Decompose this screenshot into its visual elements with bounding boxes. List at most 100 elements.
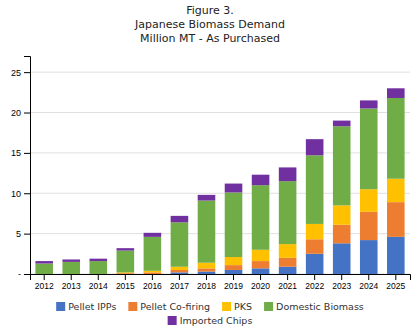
x-tick: 2015 xyxy=(116,274,135,291)
x-tick-mark xyxy=(287,274,288,280)
y-tick: - xyxy=(18,269,30,279)
bar xyxy=(333,126,351,205)
bar xyxy=(387,98,405,179)
y-tick-mark xyxy=(24,193,30,194)
y-tick-mark xyxy=(24,113,30,114)
y-tick: 15 xyxy=(11,148,30,158)
x-tick: 2013 xyxy=(62,274,81,291)
x-tick: 2020 xyxy=(251,274,270,291)
title-line: Japanese Biomass Demand xyxy=(134,18,285,31)
x-tick: 2012 xyxy=(35,274,54,291)
plot-area: -510152025201220132014201520162017201820… xyxy=(11,57,411,292)
bar xyxy=(252,185,270,250)
bar xyxy=(252,268,270,274)
bar xyxy=(225,270,243,274)
legend-swatch xyxy=(56,302,65,311)
x-tick-mark xyxy=(44,274,45,280)
bar xyxy=(171,270,189,272)
bar xyxy=(252,250,270,261)
legend-swatch xyxy=(128,302,137,311)
bar xyxy=(198,268,216,271)
x-axis-line xyxy=(31,275,411,281)
bar xyxy=(62,262,80,274)
bar xyxy=(198,263,216,269)
y-tick-label: 15 xyxy=(11,148,21,158)
bar xyxy=(279,181,297,244)
x-tick-mark xyxy=(98,274,99,280)
bar xyxy=(387,179,405,202)
bar xyxy=(333,205,351,224)
bar xyxy=(252,175,270,185)
series xyxy=(35,88,404,263)
x-tick-label: 2014 xyxy=(89,281,108,291)
x-tick-label: 2019 xyxy=(224,281,243,291)
x-tick-label: 2020 xyxy=(251,281,270,291)
bar xyxy=(252,261,270,268)
x-tick: 2024 xyxy=(359,274,378,291)
bar xyxy=(387,202,405,237)
grid-line xyxy=(30,233,410,234)
x-tick-mark xyxy=(341,274,342,280)
x-tick-label: 2017 xyxy=(170,281,189,291)
bar xyxy=(360,240,378,274)
y-tick-label: 5 xyxy=(16,229,21,239)
y-tick-mark xyxy=(24,234,30,235)
bar xyxy=(198,272,216,274)
x-tick-label: 2022 xyxy=(305,281,324,291)
bar xyxy=(387,88,405,98)
bar xyxy=(360,100,378,108)
legend-label: PKS xyxy=(234,301,252,312)
y-tick: 5 xyxy=(16,229,30,239)
x-tick-label: 2012 xyxy=(35,281,54,291)
x-tick-label: 2023 xyxy=(332,281,351,291)
legend-item: Pellet Co-firing xyxy=(128,301,210,312)
series xyxy=(117,179,405,273)
bar xyxy=(117,273,135,274)
bar xyxy=(144,237,162,271)
bar xyxy=(35,264,53,274)
bar xyxy=(279,244,297,258)
x-tick: 2017 xyxy=(170,274,189,291)
x-tick-mark xyxy=(314,274,315,280)
x-tick-label: 2018 xyxy=(197,281,216,291)
bar xyxy=(117,251,135,273)
y-tick-mark xyxy=(24,153,30,154)
bar xyxy=(198,201,216,263)
title: Figure 3.Japanese Biomass DemandMillion … xyxy=(134,4,285,45)
x-tick-label: 2024 xyxy=(359,281,378,291)
bar xyxy=(144,272,162,274)
legend-swatch xyxy=(264,302,273,311)
y-tick-label: 25 xyxy=(11,68,21,78)
bar xyxy=(171,267,189,270)
bar xyxy=(117,274,135,275)
x-tick-mark xyxy=(125,274,126,280)
legend-label: Pellet IPPs xyxy=(68,301,116,312)
title-line: Figure 3. xyxy=(186,4,234,17)
y-tick: 25 xyxy=(11,68,30,78)
y-tick-label: 10 xyxy=(11,189,21,199)
bar xyxy=(306,139,324,155)
bar xyxy=(62,259,80,261)
bar xyxy=(90,261,108,274)
bar xyxy=(171,222,189,266)
bar xyxy=(171,272,189,274)
x-tick: 2025 xyxy=(386,274,405,291)
bar xyxy=(198,195,216,201)
grid-line xyxy=(30,112,410,113)
y-axis: - 5 10 15 20 25 xyxy=(11,57,31,280)
x-tick: 2016 xyxy=(143,274,162,291)
bar xyxy=(225,257,243,265)
chart: Figure 3.Japanese Biomass DemandMillion … xyxy=(0,0,420,332)
bar xyxy=(225,192,243,257)
legend-swatch xyxy=(222,302,231,311)
y-tick-label: 20 xyxy=(11,108,21,118)
x-tick-mark xyxy=(368,274,369,280)
bar xyxy=(279,267,297,274)
y-axis-line xyxy=(24,57,31,275)
bar xyxy=(306,239,324,254)
bar xyxy=(144,271,162,273)
x-tick-label: 2021 xyxy=(278,281,297,291)
bar xyxy=(225,184,243,193)
series xyxy=(35,98,404,274)
bar xyxy=(306,254,324,274)
